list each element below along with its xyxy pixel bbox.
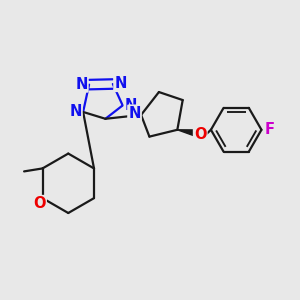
- Text: N: N: [128, 106, 141, 121]
- Text: N: N: [114, 76, 127, 91]
- Text: O: O: [194, 127, 206, 142]
- Text: N: N: [75, 76, 88, 92]
- Text: O: O: [33, 196, 46, 211]
- Text: N: N: [69, 104, 82, 119]
- Text: N: N: [125, 98, 137, 113]
- Polygon shape: [177, 130, 200, 137]
- Text: F: F: [264, 122, 274, 137]
